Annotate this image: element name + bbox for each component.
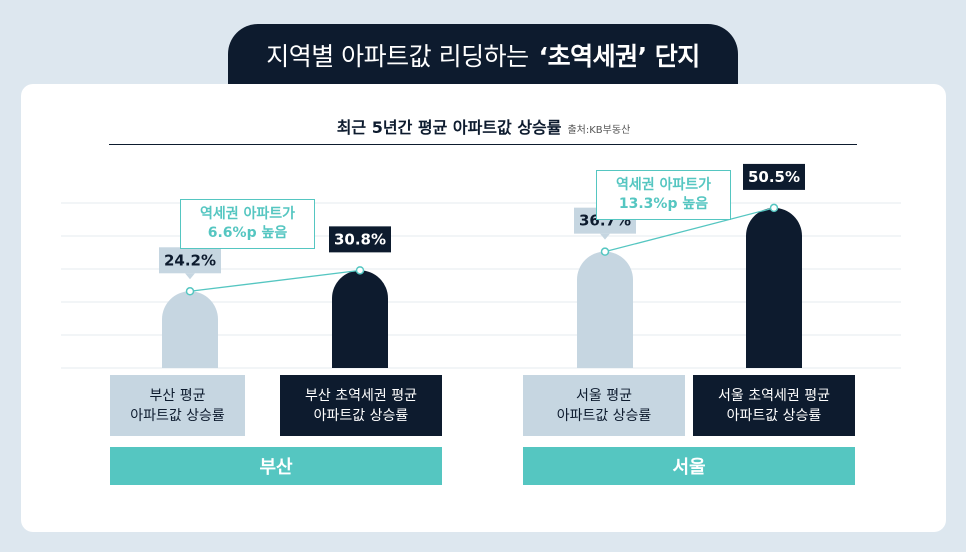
trend-line	[189, 269, 361, 292]
trend-line	[604, 207, 775, 253]
trend-dot	[355, 266, 365, 275]
category-label: 서울 초역세권 평균 아파트값 상승률	[693, 375, 855, 436]
category-label: 부산 초역세권 평균 아파트값 상승률	[280, 375, 442, 436]
value-label: 30.8%	[334, 230, 386, 248]
value-label: 24.2%	[164, 251, 216, 269]
title-rule	[109, 144, 857, 145]
chart-source: 출처:KB부동산	[567, 125, 631, 136]
bar	[162, 291, 218, 368]
trend-dot	[600, 247, 610, 256]
value-label-pointer	[600, 233, 610, 240]
category-label: 부산 평균 아파트값 상승률	[110, 375, 245, 436]
header-title-bold: ‘초역세권’ 단지	[538, 42, 701, 71]
trend-dot	[185, 287, 195, 296]
value-label-box	[329, 226, 391, 253]
trend-dot	[769, 203, 779, 213]
value-label-box	[743, 163, 805, 190]
region-label-seoul: 서울	[523, 447, 855, 485]
value-label-box	[159, 247, 221, 274]
chart-title-text: 최근 5년간 평균 아파트값 상승률	[336, 118, 562, 137]
chart-card: 최근 5년간 평균 아파트값 상승률 출처:KB부동산 24.2% 30.8% 36.…	[21, 84, 946, 532]
bar	[577, 251, 633, 368]
bar	[746, 207, 802, 368]
difference-callout-seoul: 역세권 아파트가 13.3%p 높음	[596, 170, 731, 220]
category-label: 서울 평균 아파트값 상승률	[523, 375, 685, 436]
chart-plot: 24.2%30.8%36.7%50.5%	[61, 163, 901, 369]
region-label-busan: 부산	[110, 447, 442, 485]
bar	[332, 270, 388, 368]
chart-title: 최근 5년간 평균 아파트값 상승률 출처:KB부동산	[21, 114, 946, 138]
header-banner: 지역별 아파트값 리딩하는 ‘초역세권’ 단지	[228, 24, 738, 86]
header-title-regular: 지역별 아파트값 리딩하는	[266, 42, 529, 71]
difference-callout-busan: 역세권 아파트가 6.6%p 높음	[180, 199, 315, 249]
value-label-pointer	[185, 273, 195, 280]
value-label: 50.5%	[748, 168, 800, 186]
